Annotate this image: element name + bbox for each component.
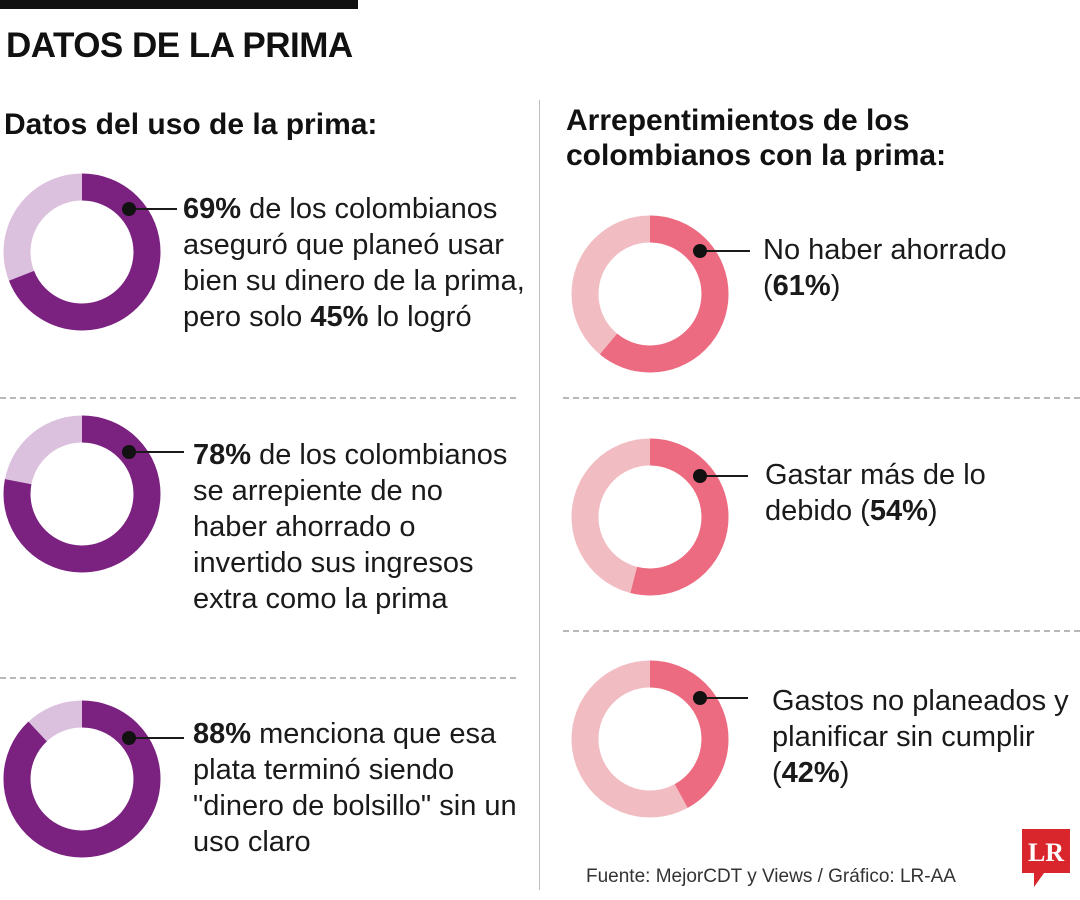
regret-text-end: ) [927,495,938,527]
donut-chart-6 [571,660,729,818]
donut-chart-5 [571,438,729,596]
donut-slice-value [571,438,729,596]
row-divider-left-2 [0,677,516,679]
top-rule [0,0,358,9]
regret-text-end: ) [839,757,850,789]
left-section-title: Datos del uso de la prima: [4,108,378,141]
leader-dot-4 [693,244,707,258]
stat-description-1: 69% de los colombianos aseguró que plane… [183,191,528,335]
leader-line-3 [129,737,184,739]
regret-description-1: No haber ahorrado (61%) [763,232,1063,304]
donut-chart-4 [571,215,729,373]
logo-badge-shape [1022,829,1070,887]
donut-slice-value [3,415,161,573]
stat-description-2: 78% de los colombianos se arrepiente de … [193,437,518,617]
stat-percentage: 88% [193,718,252,750]
stat-percentage: 78% [193,439,252,471]
leader-line-1 [129,208,177,210]
leader-dot-5 [693,469,707,483]
regret-description-2: Gastar más de lo debido (54%) [765,457,1065,529]
stat-text-end: lo logró [368,301,472,333]
regret-percentage: 54% [869,495,928,527]
donut-slice-value [571,660,729,818]
leader-dot-1 [122,202,136,216]
donut-chart-1 [3,173,161,331]
regret-description-3: Gastos no planeados y planificar sin cum… [772,683,1077,791]
leader-dot-3 [122,731,136,745]
regret-text: Gastar más de lo debido ( [765,459,986,527]
regret-text-end: ) [830,270,841,302]
donut-chart-2 [3,415,161,573]
row-divider-right-2 [563,630,1080,632]
leader-line-5 [700,475,748,477]
leader-line-4 [700,250,750,252]
column-divider [539,100,540,890]
leader-dot-6 [693,691,707,705]
regret-percentage: 61% [772,270,831,302]
donut-slice-value [3,700,161,858]
page-title: DATOS DE LA PRIMA [6,26,353,65]
leader-line-6 [700,697,748,699]
donut-slice-value [571,215,729,373]
regret-text: No haber ahorrado ( [763,234,1007,302]
donut-slice-value [3,173,161,331]
regret-percentage: 42% [781,757,840,789]
leader-dot-2 [122,445,136,459]
stat-text: de los colombianos aseguró que planeó us… [183,193,525,333]
donut-chart-3 [3,700,161,858]
leader-line-2 [129,451,184,453]
logo-letters: LR [1028,838,1064,867]
stat-text: menciona que esa plata terminó siendo "d… [193,718,517,858]
stat-text: de los colombianos se arrepiente de no h… [193,439,508,615]
stat-percentage: 69% [183,193,242,225]
source-credit: Fuente: MejorCDT y Views / Gráfico: LR-A… [586,866,956,887]
right-section-title: Arrepentimientos de los colombianos con … [566,104,947,172]
stat-percentage-secondary: 45% [310,301,369,333]
stat-description-3: 88% menciona que esa plata terminó siend… [193,716,518,860]
row-divider-left-1 [0,397,516,399]
row-divider-right-1 [563,397,1080,399]
lr-logo-icon: LR [1022,829,1070,887]
regret-text: Gastos no planeados y planificar sin cum… [772,685,1069,789]
